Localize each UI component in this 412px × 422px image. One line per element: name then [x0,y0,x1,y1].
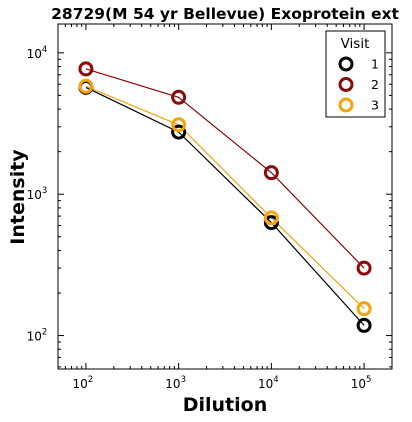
x-axis-label: Dilution [183,394,268,416]
series-1-point [263,215,279,231]
legend: Visit 1 2 3 [325,30,386,118]
legend-marker-2 [338,77,354,92]
y-tick-label: 104 [27,45,48,61]
legend-marker-1 [338,56,354,72]
series-1-line [85,86,365,326]
series-2-line [85,68,365,269]
series-3-line [85,85,365,310]
legend-marker-3 [338,97,354,113]
series-3-point [356,301,372,317]
legend-box [325,30,386,118]
series-2-point [171,89,187,105]
series-3-point [78,78,94,94]
x-tick-label: 105 [351,375,372,391]
series-3-point [263,210,279,226]
series-2-point [263,165,279,181]
y-tick-label: 103 [27,186,48,202]
series-1-point [171,124,187,140]
series-layer [78,61,372,333]
plot-area [57,23,393,370]
y-ticks: 102 103 104 [27,45,392,368]
legend-label-1: 1 [371,57,379,72]
y-axis-label: Intensity [7,149,29,245]
x-ticks: 102 103 104 105 [57,24,393,391]
x-tick-label: 104 [258,375,279,391]
legend-label-2: 2 [371,77,379,92]
chart-title: 28729(M 54 yr Bellevue) Exoprotein ext [51,5,399,23]
legend-label-3: 3 [371,98,379,113]
x-tick-label: 102 [73,375,94,391]
series-3-point [171,117,187,133]
legend-title: Visit [341,36,370,52]
y-tick-label: 102 [27,328,48,344]
series-1-point [356,317,372,333]
x-tick-label: 103 [165,375,186,391]
series-2-point [78,61,94,77]
series-2-point [356,260,372,276]
